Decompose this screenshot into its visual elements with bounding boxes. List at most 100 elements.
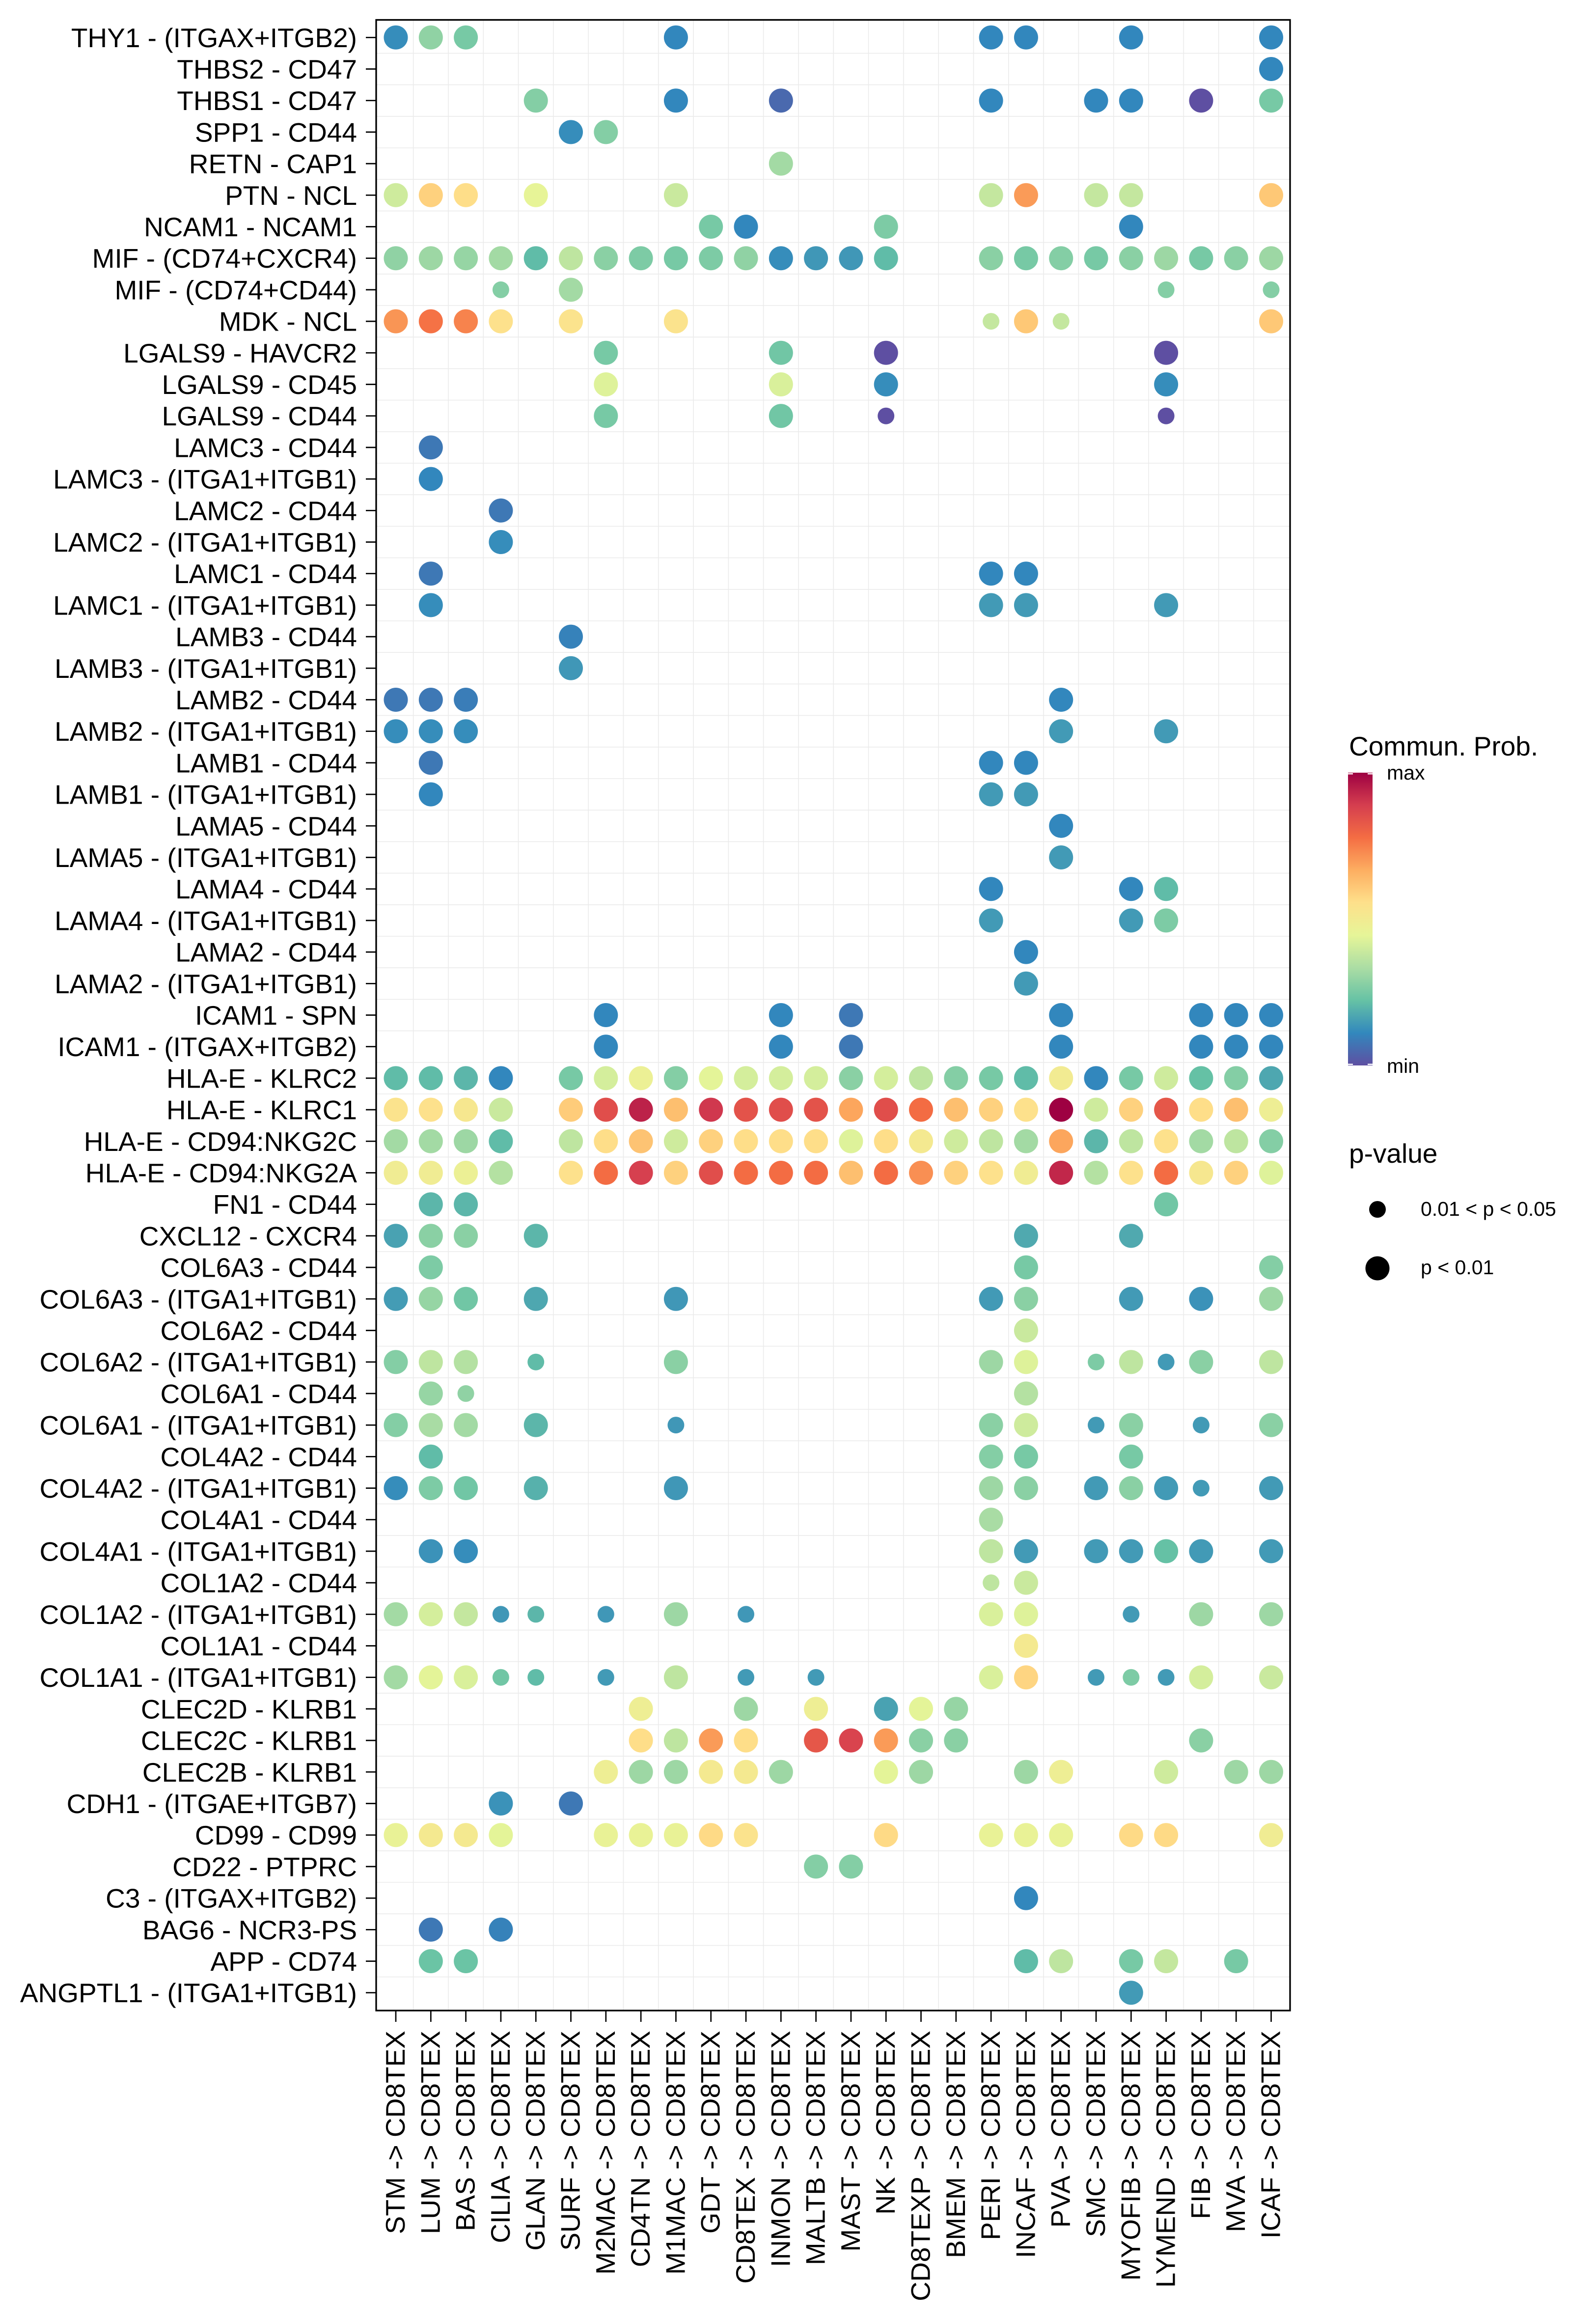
legend-dot-large <box>1365 1256 1390 1281</box>
dot <box>769 151 793 176</box>
dot <box>454 1161 478 1185</box>
y-tick-label: LAMA2 - CD44 <box>175 937 357 968</box>
y-tick-label: COL6A2 - CD44 <box>161 1315 357 1346</box>
dot <box>384 1602 408 1626</box>
dot <box>1014 1318 1038 1342</box>
dot <box>1084 1476 1108 1500</box>
dot <box>1224 1129 1248 1153</box>
dot <box>629 1823 653 1847</box>
dot <box>1123 1669 1140 1686</box>
dot <box>1189 1035 1213 1059</box>
dot <box>1119 1286 1143 1311</box>
dot <box>1189 1665 1213 1690</box>
dot <box>909 1697 933 1721</box>
dot <box>663 1728 688 1753</box>
dot <box>489 1066 513 1091</box>
dot <box>454 1286 478 1311</box>
x-tick-label: SMC -> CD8TEX <box>1080 2031 1111 2237</box>
dot <box>1154 246 1179 271</box>
y-tick-label: ICAM1 - SPN <box>195 1000 357 1031</box>
dot <box>384 1129 408 1153</box>
dot <box>559 120 583 144</box>
dot <box>418 1413 443 1437</box>
dot <box>418 246 443 271</box>
dot <box>454 1350 478 1374</box>
dot <box>909 1066 933 1091</box>
dot <box>559 1791 583 1816</box>
dot <box>1014 971 1038 996</box>
x-tick-label: STM -> CD8TEX <box>380 2031 411 2234</box>
dot <box>418 1949 443 1973</box>
dot <box>839 1003 863 1027</box>
dot <box>1154 1823 1179 1847</box>
dot <box>594 1035 618 1059</box>
colorbar-tick-min-left <box>1348 1063 1353 1065</box>
dot <box>1189 1003 1213 1027</box>
dot <box>454 1823 478 1847</box>
colorbar-min-label: min <box>1387 1055 1419 1077</box>
dot <box>1259 1602 1283 1626</box>
y-tick-label: COL1A2 - (ITGA1+ITGB1) <box>40 1599 357 1630</box>
dot <box>1049 719 1073 744</box>
dot <box>699 246 723 271</box>
legend-dot-small <box>1369 1201 1386 1218</box>
dot <box>489 1129 513 1153</box>
y-tick-label: PTN - NCL <box>225 180 357 211</box>
y-tick-label: LAMA4 - (ITGA1+ITGB1) <box>55 905 357 936</box>
dot <box>1259 1760 1283 1784</box>
dot <box>454 1602 478 1626</box>
dot <box>454 1097 478 1122</box>
dot <box>1259 246 1283 271</box>
dot <box>909 1728 933 1753</box>
dot <box>384 183 408 207</box>
dot <box>1088 1669 1104 1686</box>
dot <box>1014 561 1038 586</box>
dot <box>1014 1665 1038 1690</box>
dot <box>1119 1949 1143 1973</box>
dot <box>1014 1949 1038 1973</box>
x-tick-label: MAST -> CD8TEX <box>835 2031 866 2252</box>
y-tick-label: NCAM1 - NCAM1 <box>144 212 357 242</box>
dot <box>1259 57 1283 81</box>
dot <box>454 25 478 50</box>
dot <box>559 1066 583 1091</box>
dot <box>699 1760 723 1784</box>
dot <box>734 1823 758 1847</box>
y-tick-label: SPP1 - CD44 <box>195 117 357 147</box>
dot <box>944 1066 968 1091</box>
dot <box>874 1728 898 1753</box>
dot <box>839 1097 863 1122</box>
dot <box>1154 1760 1179 1784</box>
dot <box>979 1350 1003 1374</box>
dot <box>979 1823 1003 1847</box>
x-tick-label: LYMEND -> CD8TEX <box>1151 2031 1181 2288</box>
dot <box>1123 1606 1140 1623</box>
dot <box>1224 1760 1248 1784</box>
dot <box>663 1665 688 1690</box>
y-tick-label: LAMA2 - (ITGA1+ITGB1) <box>55 969 357 999</box>
dot <box>699 1728 723 1753</box>
dot <box>454 1129 478 1153</box>
dot <box>804 1161 828 1185</box>
dot <box>418 1917 443 1942</box>
x-tick-label: CILIA -> CD8TEX <box>485 2031 516 2243</box>
dot <box>1154 372 1179 396</box>
x-tick-label: GDT -> CD8TEX <box>695 2031 726 2234</box>
dot <box>489 1161 513 1185</box>
dot <box>384 1066 408 1091</box>
colorbar-tick-max-right <box>1368 773 1373 775</box>
dot <box>1259 1003 1283 1027</box>
dot <box>418 751 443 775</box>
dot <box>1154 1949 1179 1973</box>
dot <box>629 1697 653 1721</box>
dot <box>1014 1602 1038 1626</box>
dot <box>699 1066 723 1091</box>
x-tick-label: CD8TEX -> CD8TEX <box>730 2031 761 2284</box>
legend-size-label-1: p < 0.01 <box>1421 1256 1494 1279</box>
dots-layer <box>384 25 1283 2005</box>
dot <box>699 1097 723 1122</box>
x-tick-label: SURF -> CD8TEX <box>555 2031 586 2251</box>
dot <box>1088 1353 1104 1370</box>
dot <box>594 1161 618 1185</box>
